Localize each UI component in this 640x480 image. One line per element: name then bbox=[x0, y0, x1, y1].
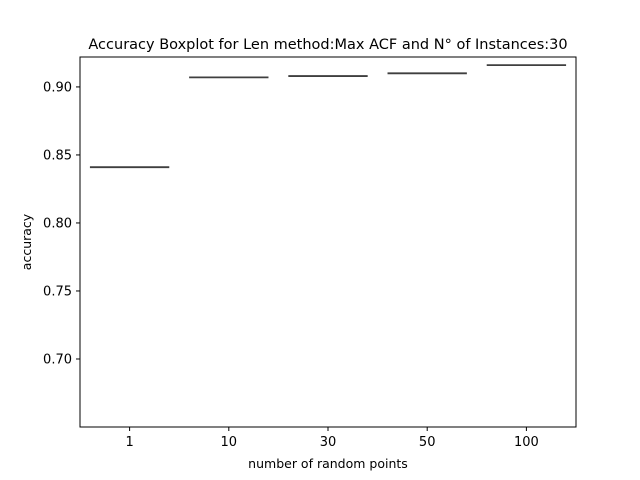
x-axis: 1 10 30 50 100 bbox=[125, 427, 539, 450]
x-axis-label: number of random points bbox=[248, 456, 408, 471]
y-tick-label: 0.90 bbox=[43, 80, 72, 95]
y-axis: 0.70 0.75 0.80 0.85 0.90 bbox=[43, 80, 80, 367]
chart-title: Accuracy Boxplot for Len method:Max ACF … bbox=[88, 37, 567, 53]
box-group bbox=[89, 64, 567, 169]
y-tick-label: 0.80 bbox=[43, 216, 72, 231]
y-tick-label: 0.70 bbox=[43, 352, 72, 367]
x-tick-label: 30 bbox=[320, 435, 337, 450]
y-axis-label: accuracy bbox=[19, 213, 34, 270]
x-tick-label: 1 bbox=[125, 435, 133, 450]
plot-area-frame bbox=[79, 56, 577, 428]
y-tick-label: 0.75 bbox=[43, 284, 72, 299]
x-tick-label: 10 bbox=[221, 435, 238, 450]
y-tick-label: 0.85 bbox=[43, 148, 72, 163]
x-tick-label: 100 bbox=[514, 435, 539, 450]
x-tick-label: 50 bbox=[419, 435, 436, 450]
